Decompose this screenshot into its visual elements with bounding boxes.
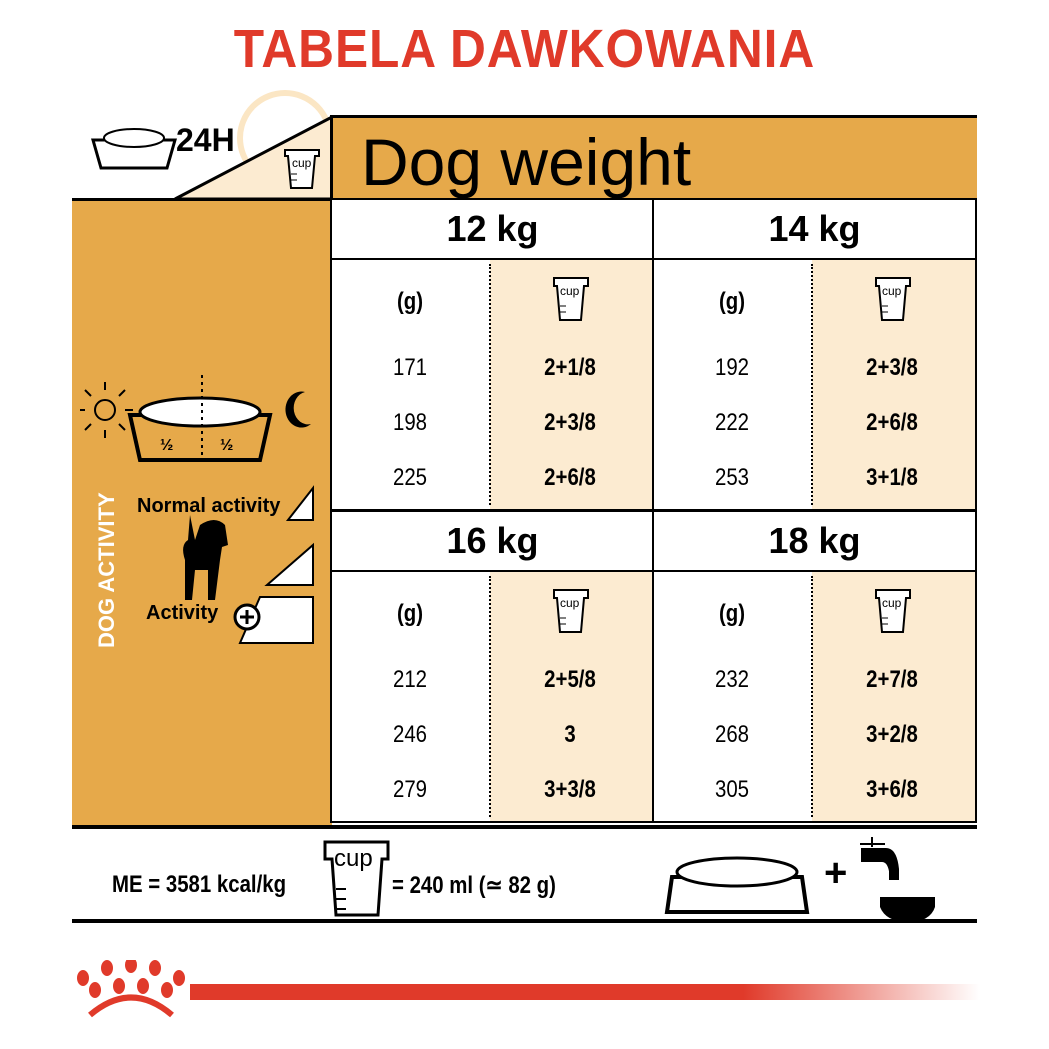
column-divider bbox=[811, 264, 813, 505]
grams-value: 225 bbox=[392, 464, 428, 491]
left-panel bbox=[72, 198, 332, 827]
cups-value: 3+1/8 bbox=[866, 464, 918, 491]
energy-value: ME = 3581 kcal/kg bbox=[112, 871, 287, 898]
cup-icon bbox=[323, 840, 390, 917]
half-evening: ½ bbox=[220, 437, 234, 454]
grams-value: 212 bbox=[392, 666, 428, 693]
cups-value: 2+3/8 bbox=[866, 354, 918, 381]
cups-value: 2+7/8 bbox=[866, 666, 918, 693]
plus-sign: + bbox=[824, 851, 848, 895]
weight-header: 18 kg bbox=[652, 510, 977, 572]
cup-icon bbox=[875, 589, 911, 633]
dog-and-activity-icons bbox=[183, 485, 314, 644]
grams-value: 268 bbox=[714, 721, 750, 748]
page-title: TABELA DAWKOWANIA bbox=[233, 19, 816, 79]
cups-value: 2+5/8 bbox=[544, 666, 596, 693]
cups-value: 3+3/8 bbox=[544, 776, 596, 803]
cup-icon bbox=[875, 277, 911, 321]
half-morning: ½ bbox=[160, 437, 174, 454]
column-divider bbox=[489, 264, 491, 505]
cups-value: 2+6/8 bbox=[544, 464, 596, 491]
day-night-bowl-icon bbox=[80, 375, 311, 465]
cup-label: cup bbox=[882, 284, 902, 298]
grams-header: (g) bbox=[718, 600, 746, 627]
weight-header: 12 kg bbox=[330, 198, 655, 260]
24h-label: 24H bbox=[176, 122, 235, 158]
cup-label: cup bbox=[560, 596, 580, 610]
grams-value: 222 bbox=[714, 409, 750, 436]
grams-header: (g) bbox=[718, 288, 746, 315]
cup-label: cup bbox=[334, 845, 373, 872]
grams-header: (g) bbox=[396, 600, 424, 627]
cup-label: cup bbox=[560, 284, 580, 298]
grams-value: 305 bbox=[714, 776, 750, 803]
grams-header: (g) bbox=[396, 288, 424, 315]
column-divider bbox=[489, 576, 491, 817]
weight-header: 14 kg bbox=[652, 198, 977, 260]
dog-activity-label: DOG ACTIVITY bbox=[94, 492, 119, 648]
cups-value: 3+6/8 bbox=[866, 776, 918, 803]
grams-value: 279 bbox=[392, 776, 428, 803]
cups-value: 2+3/8 bbox=[544, 409, 596, 436]
grams-value: 246 bbox=[392, 721, 428, 748]
cups-value: 3 bbox=[564, 721, 576, 748]
grams-value: 253 bbox=[714, 464, 750, 491]
grams-value: 198 bbox=[392, 409, 428, 436]
cup-icon bbox=[553, 277, 589, 321]
grams-value: 171 bbox=[392, 354, 428, 381]
cup-icon bbox=[284, 149, 320, 189]
cups-value: 3+2/8 bbox=[866, 721, 918, 748]
cups-value: 2+6/8 bbox=[866, 409, 918, 436]
food-plus-water-icon bbox=[664, 837, 935, 922]
grams-value: 192 bbox=[714, 354, 750, 381]
cup-label: cup bbox=[292, 156, 312, 170]
cup-equivalent: = 240 ml (≃ 82 g) bbox=[392, 872, 556, 899]
grams-value: 232 bbox=[714, 666, 750, 693]
footer-info: ME = 3581 kcal/kg cup = 240 ml (≃ 82 g) … bbox=[72, 825, 977, 923]
cups-value: 2+1/8 bbox=[544, 354, 596, 381]
cup-label: cup bbox=[882, 596, 902, 610]
dog-weight-header: Dog weight bbox=[330, 115, 977, 200]
activity-label: Activity bbox=[146, 602, 219, 624]
brand-bar bbox=[190, 984, 980, 1000]
normal-activity-label: Normal activity bbox=[137, 495, 281, 517]
column-divider bbox=[811, 576, 813, 817]
dog-weight-label: Dog weight bbox=[361, 125, 692, 199]
cup-icon bbox=[553, 589, 589, 633]
royal-canin-crown-logo bbox=[77, 960, 185, 1018]
weight-header: 16 kg bbox=[330, 510, 655, 572]
